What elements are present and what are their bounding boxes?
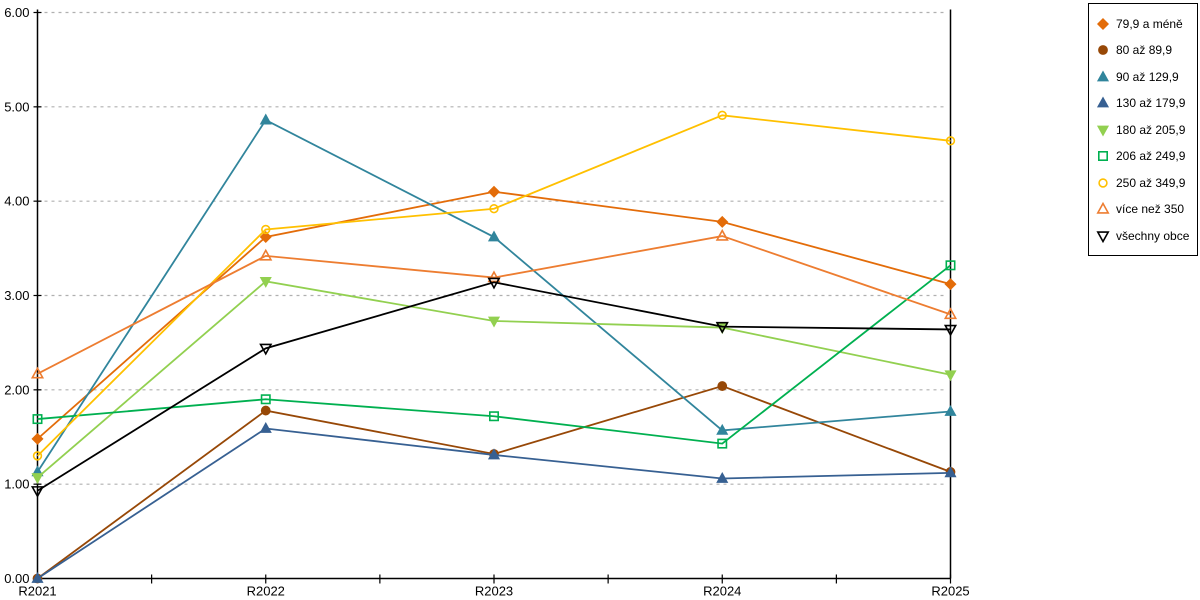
- x-tick-label: R2025: [931, 584, 969, 599]
- legend-marker-triangle-down-icon: [1096, 230, 1110, 243]
- series-0-point-R2021: [31, 432, 44, 445]
- legend: 79,9 a méně 80 až 89,9 90 až 129,9 130 až 1…: [1088, 3, 1198, 256]
- y-tick-label: 1.00: [4, 477, 29, 492]
- legend-item-1: 80 až 89,9: [1096, 43, 1197, 57]
- series-2-point-R2025: [944, 404, 957, 416]
- series-7-point-R2025: [943, 307, 958, 320]
- legend-marker-square-icon: [1097, 150, 1108, 161]
- x-tick-label: R2023: [475, 584, 513, 599]
- triangle-up-glyph: [1096, 202, 1110, 214]
- y-tick-label: 5.00: [4, 99, 29, 114]
- legend-item-6: 250 až 349,9: [1096, 176, 1197, 190]
- legend-item-8: všechny obce: [1096, 229, 1197, 243]
- diamond-glyph: [1096, 17, 1110, 30]
- x-tick-label: R2022: [247, 584, 285, 599]
- series-line-4: [36, 280, 951, 479]
- circle-glyph: [1098, 177, 1108, 188]
- legend-item-3: 130 až 179,9: [1096, 96, 1197, 110]
- series-3-point-R2024: [716, 471, 729, 483]
- series-line-8: [37, 281, 951, 492]
- series-2-point-R2023: [487, 230, 501, 242]
- square-glyph: [1097, 150, 1108, 161]
- legend-marker-triangle-up-icon: [1096, 96, 1110, 108]
- series-line-5: [37, 264, 952, 445]
- legend-label: všechny obce: [1116, 228, 1190, 243]
- legend-marker-diamond-icon: [1096, 17, 1110, 30]
- series-0-point-R2023: [487, 185, 501, 198]
- series-8-point-R2025: [943, 324, 958, 337]
- series-4-point-R2025: [944, 370, 957, 382]
- x-tick-label: R2024: [703, 584, 741, 599]
- y-tick-label: 2.00: [4, 382, 29, 397]
- y-tick-label: 6.00: [4, 5, 29, 20]
- series-1-point-R2024: [717, 381, 728, 391]
- legend-item-2: 90 až 129,9: [1096, 69, 1197, 84]
- series-7-point-R2022: [259, 248, 273, 261]
- series-8-point-R2021: [30, 486, 45, 498]
- legend-marker-circle-icon: [1098, 177, 1108, 188]
- series-line-6: [36, 114, 951, 457]
- legend-label: 130 až 179,9: [1116, 96, 1186, 110]
- series-5-point-R2021: [32, 414, 43, 425]
- y-tick-label: 3.00: [4, 288, 29, 303]
- series-line-1: [36, 385, 951, 580]
- series-4-point-R2021: [31, 473, 44, 485]
- legend-item-4: 180 až 205,9: [1096, 123, 1197, 137]
- legend-marker-circle-icon: [1098, 45, 1108, 55]
- series-3-point-R2022: [259, 421, 272, 433]
- series-4-point-R2023: [487, 316, 501, 328]
- legend-item-5: 206 až 249,9: [1096, 149, 1197, 163]
- series-6-point-R2023: [489, 204, 499, 214]
- triangle-down-glyph: [1096, 230, 1110, 243]
- legend-label: více než 350: [1116, 202, 1185, 216]
- series-6-point-R2022: [261, 224, 271, 235]
- x-tick-label: R2021: [18, 584, 56, 599]
- series-7-point-R2024: [715, 228, 729, 241]
- series-3-point-R2021: [31, 571, 44, 583]
- triangle-up-glyph: [1096, 69, 1110, 81]
- series-8-point-R2022: [259, 343, 273, 356]
- series-0-point-R2024: [716, 215, 729, 228]
- legend-item-0: 79,9 a méně: [1096, 17, 1197, 31]
- series-5-point-R2023: [488, 411, 499, 422]
- legend-label: 180 až 205,9: [1116, 122, 1186, 137]
- series-3-point-R2023: [487, 448, 501, 460]
- series-0-point-R2022: [259, 231, 272, 244]
- series-0-point-R2025: [944, 278, 957, 291]
- legend-label: 206 až 249,9: [1116, 149, 1186, 163]
- triangle-down-glyph: [1096, 125, 1110, 137]
- legend-marker-triangle-up-icon: [1096, 202, 1110, 214]
- legend-item-7: více než 350: [1096, 202, 1197, 216]
- series-4-point-R2022: [259, 276, 272, 288]
- series-line-7: [37, 235, 951, 375]
- triangle-up-glyph: [1096, 96, 1110, 108]
- series-5-point-R2024: [717, 438, 728, 449]
- legend-label: 80 až 89,9: [1116, 43, 1173, 57]
- series-line-0: [36, 190, 951, 440]
- y-tick-label: 0.00: [4, 571, 29, 586]
- y-tick-label: 4.00: [4, 194, 29, 209]
- series-7-point-R2021: [30, 366, 45, 379]
- series-6-point-R2024: [717, 110, 727, 121]
- legend-label: 90 až 129,9: [1116, 69, 1179, 84]
- legend-marker-triangle-up-icon: [1096, 69, 1110, 81]
- circle-glyph: [1098, 45, 1108, 55]
- series-3-point-R2025: [944, 466, 957, 478]
- legend-label: 79,9 a méně: [1116, 16, 1183, 31]
- series-5-point-R2025: [945, 260, 956, 271]
- series-6-point-R2021: [32, 451, 43, 461]
- series-2-point-R2022: [259, 113, 272, 125]
- series-2-point-R2024: [716, 423, 729, 435]
- legend-label: 250 až 349,9: [1116, 175, 1186, 190]
- series-6-point-R2025: [945, 136, 956, 146]
- legend-marker-triangle-down-icon: [1096, 125, 1110, 137]
- series-1-point-R2022: [260, 405, 271, 416]
- series-5-point-R2022: [260, 394, 271, 405]
- series-8-point-R2023: [487, 277, 501, 290]
- series-8-point-R2024: [715, 321, 729, 334]
